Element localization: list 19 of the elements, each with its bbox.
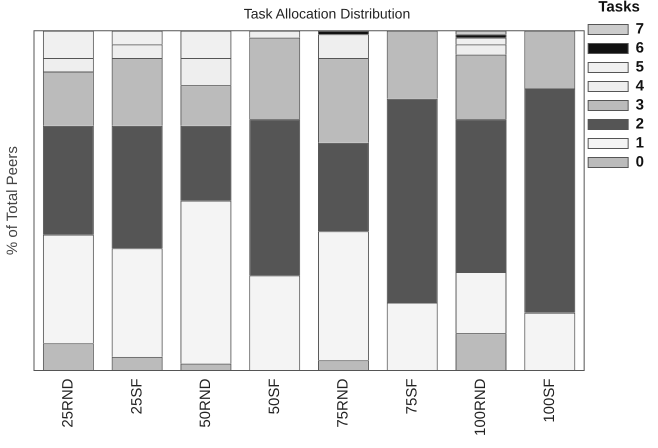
legend-label: 6 — [636, 40, 644, 57]
legend-title: Tasks — [598, 0, 640, 16]
x-tick-label: 50SF — [266, 378, 283, 414]
legend-label: 5 — [636, 58, 644, 76]
chart-title: Task Allocation Distribution — [244, 5, 410, 22]
legend-label: 1 — [636, 134, 644, 152]
x-tick-label: 75RND — [334, 378, 352, 428]
x-tick-label: 100SF — [540, 378, 558, 423]
x-tick-label: 25SF — [128, 378, 146, 414]
x-tick-label: 25RND — [60, 378, 77, 428]
legend-label: 0 — [636, 154, 644, 171]
x-tick-label: 75SF — [403, 378, 420, 414]
legend-label: 3 — [636, 96, 644, 114]
x-tick-label: 100RND — [472, 378, 490, 436]
x-tick-label: 50RND — [197, 378, 214, 428]
y-axis-title: % of Total Peers — [4, 146, 22, 256]
legend-label: 4 — [636, 78, 645, 95]
legend-label: 2 — [636, 116, 644, 133]
legend-label: 7 — [636, 20, 644, 38]
